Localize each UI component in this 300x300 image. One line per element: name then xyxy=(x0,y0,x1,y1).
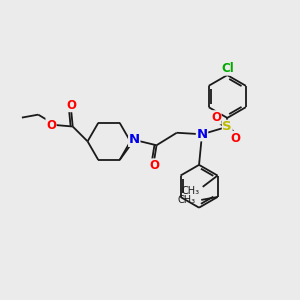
Text: CH₃: CH₃ xyxy=(178,195,196,205)
Text: O: O xyxy=(149,159,159,172)
Text: S: S xyxy=(223,120,232,133)
Text: O: O xyxy=(231,132,241,145)
Text: CH₃: CH₃ xyxy=(182,186,200,196)
Text: N: N xyxy=(129,134,140,146)
Text: O: O xyxy=(46,118,56,131)
Text: O: O xyxy=(66,99,76,112)
Text: O: O xyxy=(211,111,221,124)
Text: N: N xyxy=(196,128,208,141)
Text: Cl: Cl xyxy=(221,62,234,75)
